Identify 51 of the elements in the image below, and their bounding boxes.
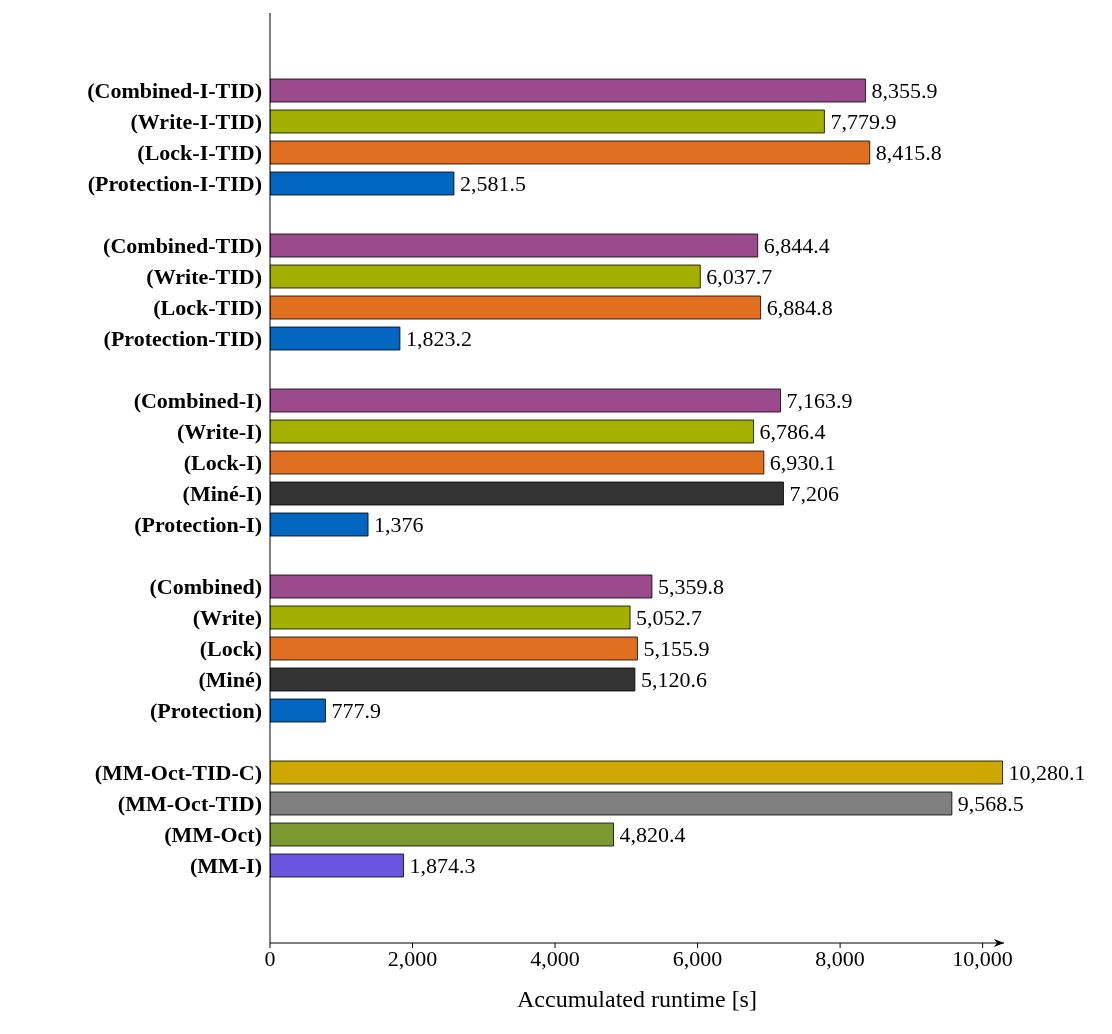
data-label: 5,052.7 xyxy=(636,605,703,630)
y-tick-label: (Write-I) xyxy=(176,419,262,445)
y-tick-label: (Lock-TID) xyxy=(153,295,262,321)
y-tick-label: (Combined-I) xyxy=(133,388,262,414)
data-label: 7,163.9 xyxy=(786,388,853,413)
data-label: 1,823.2 xyxy=(405,326,472,351)
x-tick-label: 8,000 xyxy=(815,945,865,971)
y-tick-label: (Combined-I-TID) xyxy=(87,78,262,104)
data-label: 6,786.4 xyxy=(759,419,826,444)
x-tick-label: 4,000 xyxy=(530,945,580,971)
y-tick-label: (MM-Oct-TID) xyxy=(117,791,262,817)
data-label: 4,820.4 xyxy=(619,822,686,847)
y-tick-label: (Combined) xyxy=(149,574,262,600)
y-tick-label: (Protection-I) xyxy=(134,512,262,538)
data-label: 6,884.8 xyxy=(766,295,833,320)
y-tick-label: (Write-TID) xyxy=(146,264,262,290)
y-tick-label: (Protection) xyxy=(150,698,262,724)
y-tick-label: (MM-Oct-TID-C) xyxy=(94,760,262,786)
data-label: 777.9 xyxy=(331,698,381,723)
data-label: 6,037.7 xyxy=(706,264,773,289)
data-label: 1,376 xyxy=(374,512,424,537)
data-label: 8,415.8 xyxy=(875,140,942,165)
data-label: 6,844.4 xyxy=(763,233,830,258)
data-label: 1,874.3 xyxy=(409,853,476,878)
y-tick-label: (Write-I-TID) xyxy=(130,109,262,135)
data-label: 7,779.9 xyxy=(830,109,897,134)
data-label: 8,355.9 xyxy=(871,78,938,103)
y-tick-label: (Miné) xyxy=(198,667,262,693)
y-tick-label: (Protection-TID) xyxy=(103,326,262,352)
data-label: 5,120.6 xyxy=(640,667,707,692)
x-tick-label: 10,000 xyxy=(952,945,1013,971)
y-tick-label: (MM-Oct) xyxy=(164,822,262,848)
data-label: 6,930.1 xyxy=(769,450,836,475)
x-tick-label: 0 xyxy=(264,945,276,971)
data-label: 5,155.9 xyxy=(643,636,710,661)
y-tick-label: (MM-I) xyxy=(189,853,262,879)
data-label: 7,206 xyxy=(789,481,840,506)
y-tick-label: (Write) xyxy=(192,605,262,631)
data-label: 10,280.1 xyxy=(1008,760,1086,785)
y-tick-label: (Lock-I-TID) xyxy=(137,140,262,166)
x-tick-label: 2,000 xyxy=(387,945,438,971)
data-label: 5,359.8 xyxy=(657,574,724,599)
x-tick-label: 6,000 xyxy=(672,945,723,971)
x-axis-title: Accumulated runtime [s] xyxy=(516,986,758,1013)
y-tick-label: (Miné-I) xyxy=(182,481,262,507)
y-tick-label: (Lock) xyxy=(199,636,262,662)
data-label: 9,568.5 xyxy=(957,791,1024,816)
y-tick-label: (Lock-I) xyxy=(183,450,262,476)
data-label: 2,581.5 xyxy=(459,171,526,196)
y-tick-label: (Protection-I-TID) xyxy=(87,171,262,197)
y-tick-label: (Combined-TID) xyxy=(103,233,262,259)
